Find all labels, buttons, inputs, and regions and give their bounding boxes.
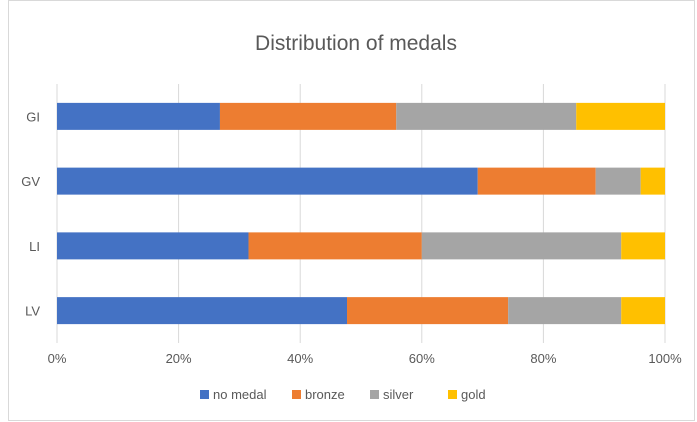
bar-li-silver [421, 232, 622, 260]
legend-label: silver [383, 387, 414, 402]
x-tick-label: 20% [166, 351, 192, 366]
legend-label: no medal [213, 387, 267, 402]
bar-gi-no-medal [57, 102, 220, 130]
bar-gi-silver [396, 102, 577, 130]
x-tick-label: 40% [287, 351, 313, 366]
bar-gv-silver [595, 167, 641, 195]
bar-li-bronze [248, 232, 422, 260]
bar-gi-gold [576, 102, 665, 130]
legend-label: bronze [305, 387, 345, 402]
chart-frame [8, 0, 695, 421]
category-axis: GI GV LI LV [21, 109, 40, 318]
legend-swatch [200, 390, 209, 399]
value-axis: 0% 20% 40% 60% 80% 100% [48, 351, 682, 366]
category-label: GV [21, 174, 40, 189]
bar-lv-gold [621, 297, 665, 325]
bar-gv-bronze [477, 167, 596, 195]
category-label: LI [29, 239, 40, 254]
bar-lv-bronze [347, 297, 509, 325]
legend-swatch [448, 390, 457, 399]
legend-swatch [292, 390, 301, 399]
category-label: LV [25, 304, 40, 319]
bars [57, 102, 665, 325]
category-label: GI [26, 109, 40, 124]
x-tick-label: 80% [530, 351, 556, 366]
x-tick-label: 100% [648, 351, 682, 366]
x-tick-label: 0% [48, 351, 67, 366]
legend-label: gold [461, 387, 486, 402]
bar-li-gold [621, 232, 665, 260]
bar-lv-silver [508, 297, 622, 325]
bar-li-no-medal [57, 232, 249, 260]
bar-gi-bronze [219, 102, 397, 130]
bar-gv-no-medal [57, 167, 478, 195]
chart-title: Distribution of medals [255, 32, 457, 55]
legend: no medal bronze silver gold [200, 387, 486, 402]
x-tick-label: 60% [409, 351, 435, 366]
bar-gv-gold [640, 167, 665, 195]
bar-lv-no-medal [57, 297, 348, 325]
legend-swatch [370, 390, 379, 399]
